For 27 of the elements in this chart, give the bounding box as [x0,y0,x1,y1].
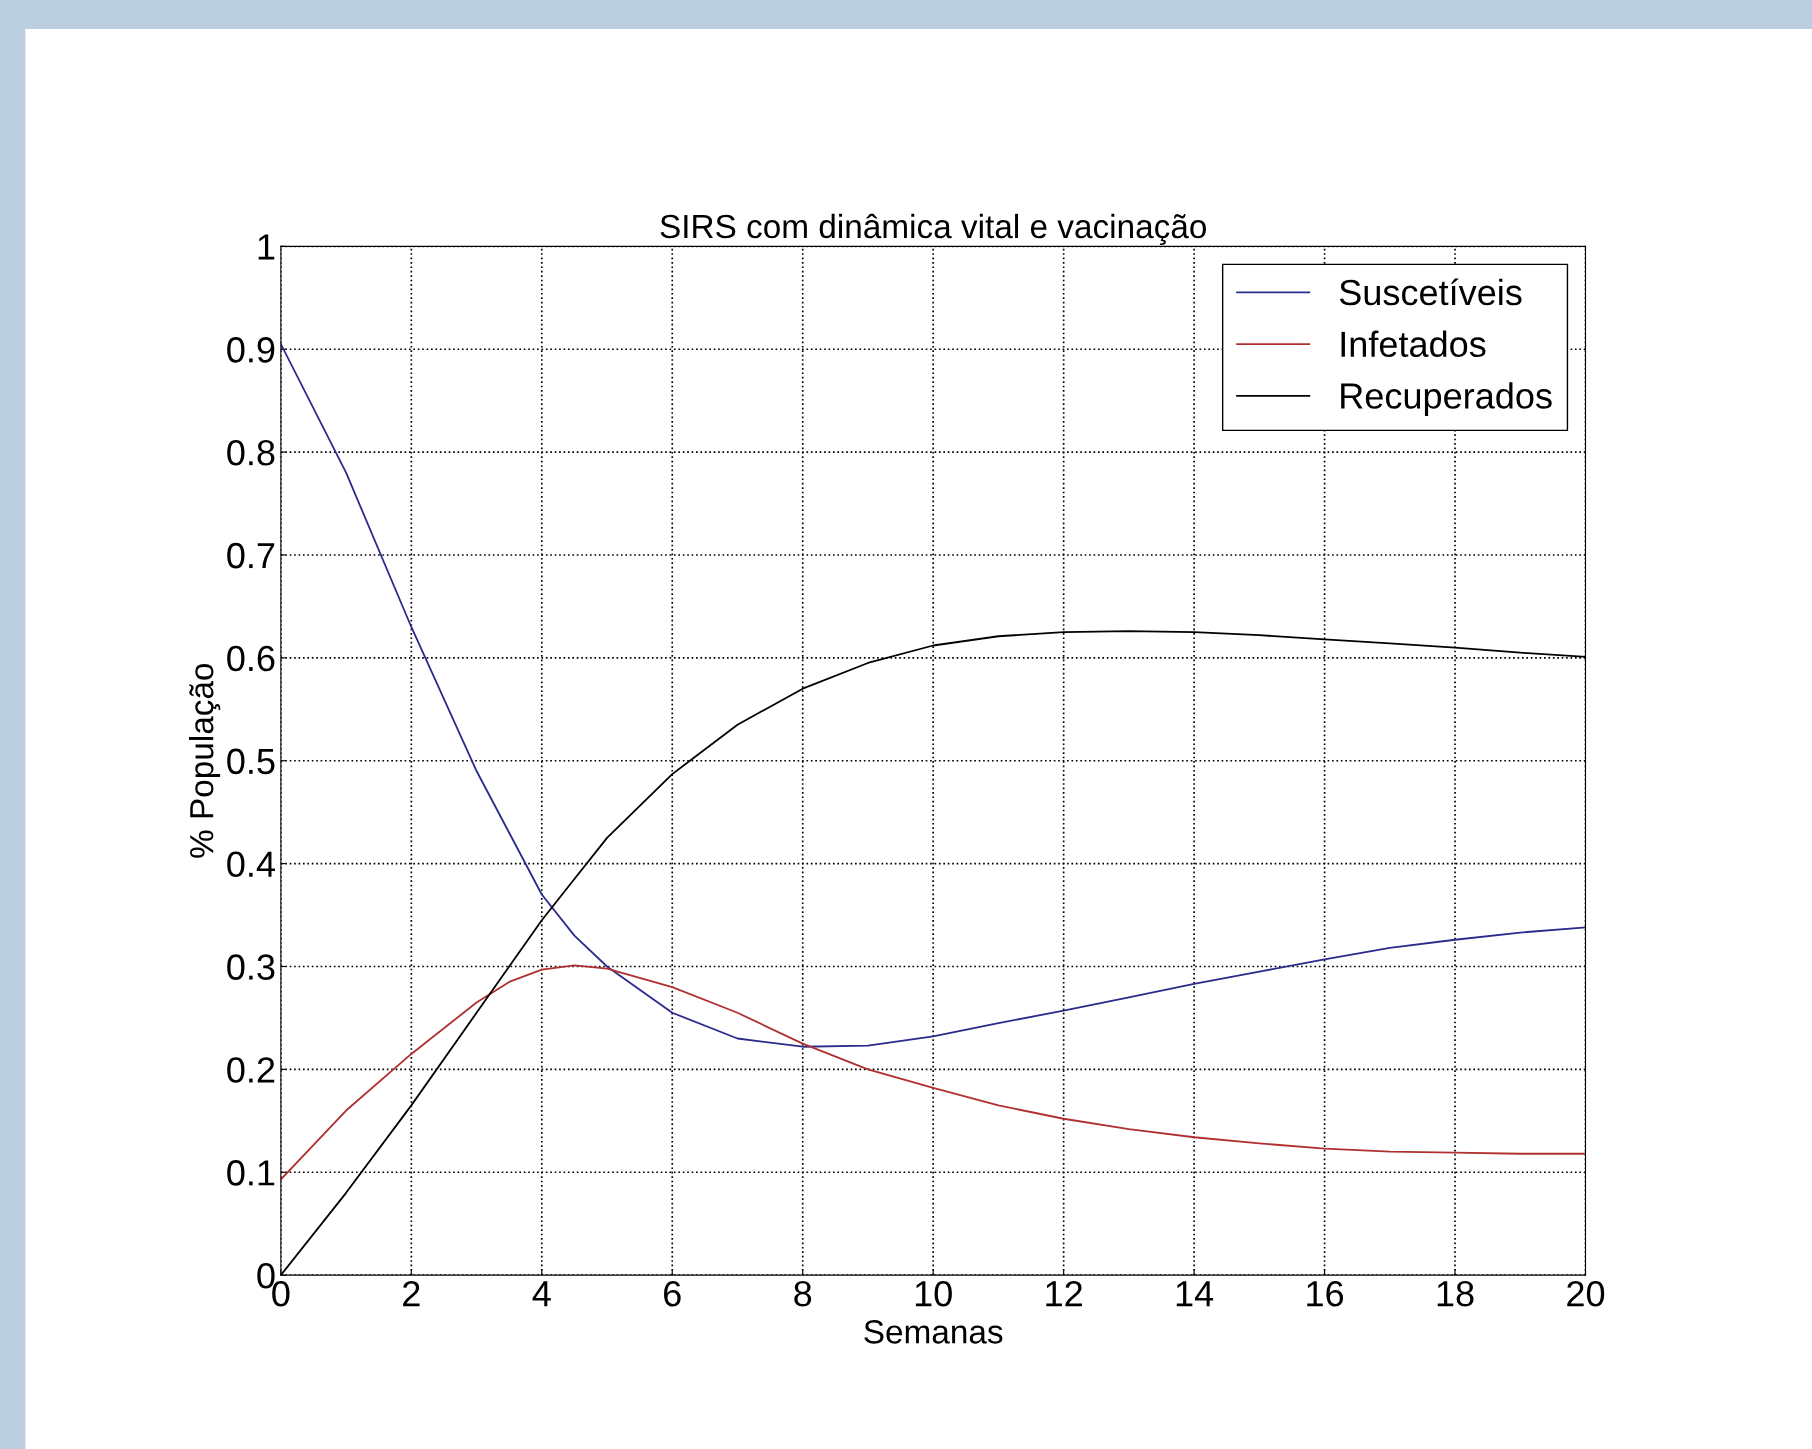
legend-label: Infetados [1341,330,1486,358]
legend-label: Recuperados [1341,382,1552,416]
y-tick-label: 0.2 [227,1057,275,1083]
y-tick-label: 0.6 [227,645,275,672]
x-tick-label: 20 [1567,1280,1605,1307]
x-tick-label: 14 [1176,1281,1214,1307]
x-axis-title: Semanas [864,1320,1003,1344]
y-tick-label: 1 [258,234,275,260]
y-tick-label: 0.9 [227,337,275,363]
chart-title: SIRS com dinâmica vital e vacinação [660,213,1206,246]
y-tick-label: 0.3 [227,954,275,980]
x-tick-label: 10 [915,1280,952,1307]
y-tick-label: 0.7 [227,542,275,569]
x-tick-label: 8 [794,1280,812,1307]
x-tick-label: 18 [1437,1280,1474,1307]
y-tick-label: 0.4 [227,851,275,878]
x-tick-label: 4 [532,1281,551,1307]
x-tick-label: 12 [1046,1280,1082,1307]
line-series [280,964,1586,1181]
legend-label: Suscetíveis [1339,278,1522,306]
y-axis-title: % População [189,663,221,858]
y-tick-label: 0.5 [227,748,275,775]
y-tick-label: 0.1 [227,1160,275,1186]
x-tick-label: 16 [1307,1280,1344,1307]
x-tick-label: 2 [403,1280,420,1307]
x-tick-label: 6 [664,1280,681,1307]
y-tick-label: 0.8 [227,439,275,466]
